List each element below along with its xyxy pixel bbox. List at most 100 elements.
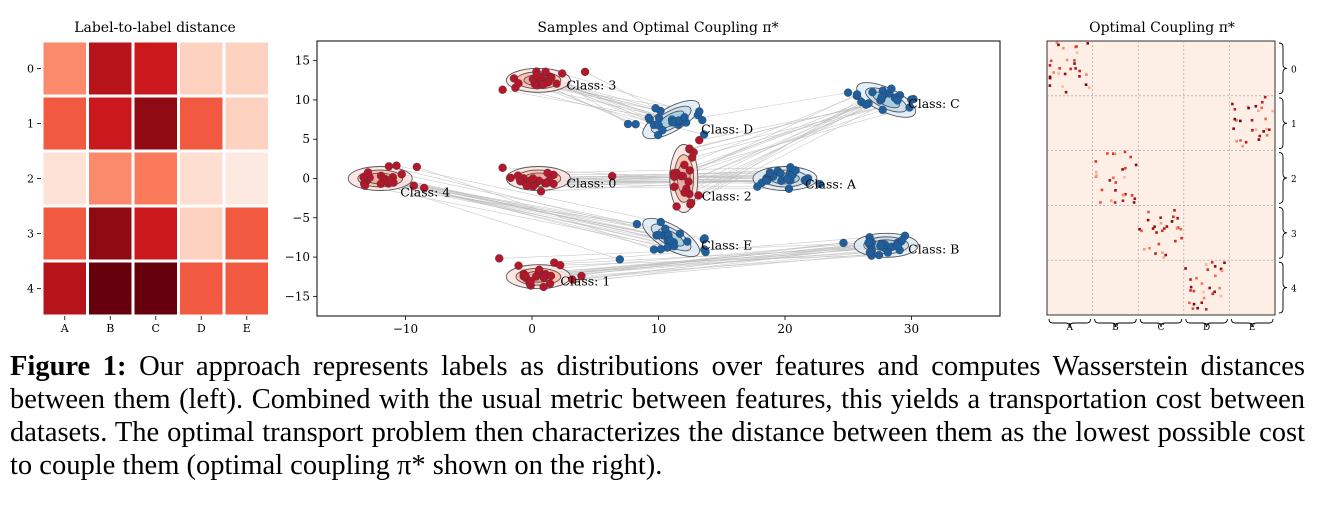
coupling-entry [1133,197,1137,200]
coupling-entry [1258,134,1262,138]
coupling-row-label: 2 [1291,175,1297,185]
coupling-entry [1074,67,1077,70]
heatmap-cell-0-E [225,42,268,95]
coupling-entry [1246,105,1250,108]
coupling-entry [1075,45,1078,48]
coupling-entry [1062,46,1065,50]
heatmap-cell-1-B [89,97,132,150]
heatmap-col-label: B [106,322,114,335]
coupling-entry [1213,265,1217,268]
coupling-entry [1073,62,1076,65]
sample-point [685,166,694,175]
sample-point [631,120,640,129]
heatmap-cell-4-A [43,262,86,315]
coupling-entry [1192,302,1196,306]
coupling-entry [1073,59,1076,62]
coupling-entry [1063,72,1067,76]
sample-point [689,148,698,157]
coupling-entry [1148,246,1151,250]
coupling-entry [1123,150,1127,154]
coupling-line [543,84,636,125]
row-brace [1278,261,1288,314]
sample-point [843,88,853,97]
coupling-entry [1065,58,1069,62]
coupling-entry [1129,155,1133,159]
coupling-entry [1173,209,1176,212]
sample-point [526,277,535,286]
coupling-entry [1069,67,1072,71]
coupling-line [530,241,902,286]
heatmap-cell-1-E [225,97,268,150]
sample-point [765,168,775,177]
sample-point [541,67,550,76]
sample-point [651,104,660,113]
coupling-matrix [1046,40,1276,316]
coupling-entry [1213,290,1216,294]
sample-point [865,248,875,257]
coupling-line [684,95,857,166]
class-label: Class: 0 [566,176,616,191]
sample-point [568,275,577,284]
x-tick-label: 0 [528,322,536,336]
sample-point [670,182,679,192]
heatmap-col-label: D [197,322,206,335]
sample-point [541,179,551,188]
sample-point [545,279,555,288]
y-tick-label: −10 [285,250,310,264]
sample-point [868,88,877,97]
coupling-col-label: A [1066,323,1074,333]
sample-point [558,69,567,78]
sample-point [543,168,552,178]
sample-point [661,224,670,233]
sample-point [698,115,707,125]
heatmap-panel: Label-to-label distance 0 1 2 3 4 A B C D E [27,20,268,335]
coupling-row-label: 1 [1291,120,1297,130]
coupling-entry [1262,130,1265,133]
coupling-line [502,89,660,119]
coupling-entry [1161,229,1164,233]
class-label: Class: C [908,96,960,111]
coupling-entry [1191,307,1195,310]
sample-point [678,172,688,181]
sample-point [522,181,531,190]
sample-point [649,245,659,254]
coupling-entry [1189,278,1192,281]
sample-point [498,163,507,172]
coupling-entry [1110,199,1113,202]
coupling-entry [1055,41,1059,45]
coupling-line [682,94,858,177]
heatmap-cell-3-B [89,207,132,260]
coupling-entry [1157,242,1161,246]
heatmap-cell-2-D [180,152,223,205]
coupling-panel: Optimal Coupling π* 0 1 2 3 4 A B C D E [1046,20,1297,333]
coupling-line [416,166,655,250]
sample-point [580,67,590,76]
coupling-entry [1124,166,1127,170]
coupling-entry [1204,307,1208,311]
heatmap-row-label: 4 [27,283,34,296]
coupling-entry [1265,127,1268,131]
heatmap-title: Label-to-label distance [74,20,236,36]
heatmap-cell-4-C [134,262,177,315]
coupling-entry [1257,109,1260,113]
coupling-entry [1233,117,1237,121]
sample-point [887,84,896,93]
coupling-col-label: E [1249,323,1256,333]
sample-point [675,229,685,238]
coupling-entry [1195,276,1198,280]
coupling-entry [1078,69,1081,73]
heatmap-cell-2-E [225,152,268,205]
sample-point [861,100,871,109]
caption-label: Figure 1: [10,351,127,382]
coupling-entry [1164,253,1168,257]
coupling-entry [1179,227,1183,231]
sample-point [680,113,689,122]
heatmap-col-label: E [243,322,251,335]
sample-point [672,202,681,211]
sample-point [556,261,565,270]
coupling-entry [1159,216,1162,220]
class-label: Class: 2 [702,189,752,204]
coupling-entry [1189,289,1192,292]
coupling-entry [1154,252,1157,255]
coupling-line [554,237,870,263]
